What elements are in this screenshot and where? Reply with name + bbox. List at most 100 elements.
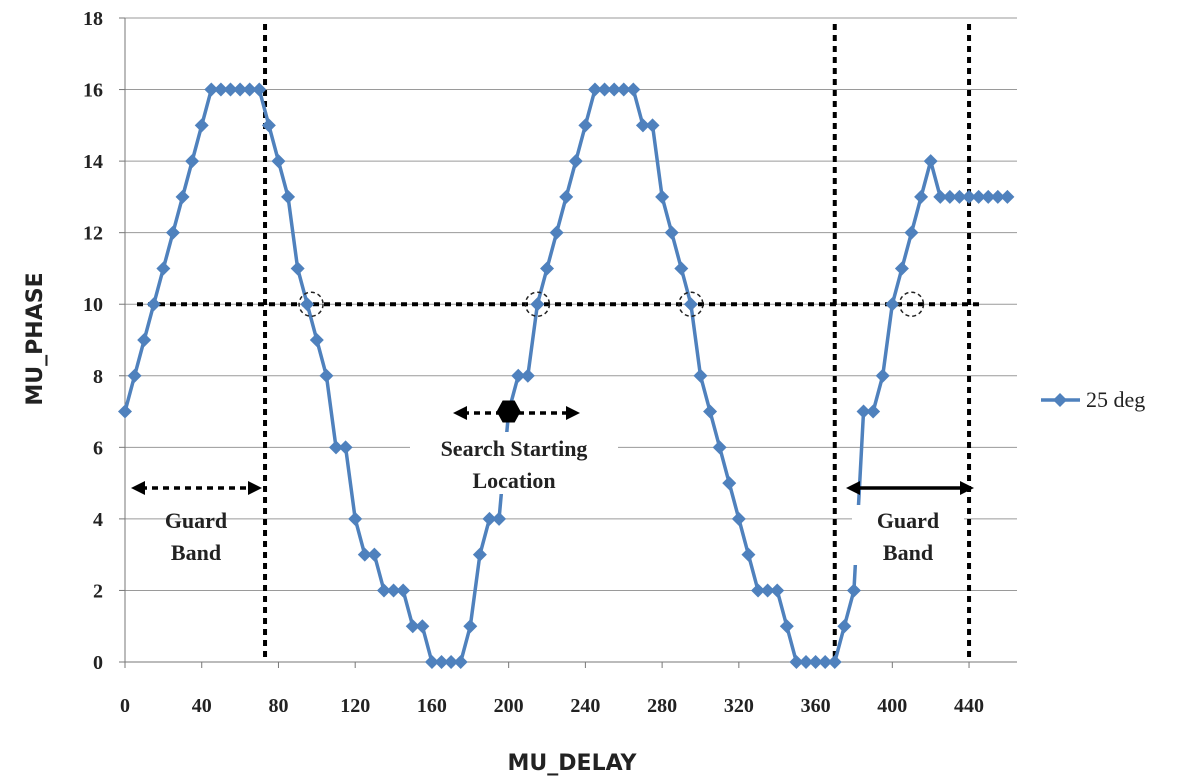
data-point <box>137 333 152 347</box>
data-point <box>118 404 132 419</box>
data-point <box>952 189 967 204</box>
data-point <box>252 82 267 97</box>
legend-marker <box>1053 393 1067 407</box>
label-background <box>852 505 964 565</box>
data-point <box>453 655 468 669</box>
data-point <box>146 297 161 312</box>
data-point <box>530 297 545 312</box>
series-layer <box>118 82 1015 669</box>
data-point <box>942 189 957 204</box>
crossing-marker <box>678 291 704 317</box>
guard-band-right-arrow <box>846 481 974 495</box>
data-point <box>683 297 698 312</box>
data-point <box>242 82 257 97</box>
data-point <box>271 154 286 169</box>
annotation-line: Search Starting <box>441 436 588 461</box>
y-tick-label: 16 <box>83 80 103 102</box>
arrow-head-left <box>131 481 145 495</box>
annotation-line: Band <box>171 540 221 565</box>
data-point <box>472 547 487 562</box>
data-point <box>818 655 833 669</box>
data-point <box>405 619 420 634</box>
data-point <box>165 225 180 240</box>
data-point <box>645 118 660 133</box>
data-point <box>971 189 986 204</box>
x-tick-label: 80 <box>268 695 288 717</box>
data-point <box>386 583 401 598</box>
annotation-line: Guard <box>877 508 939 533</box>
data-point <box>607 82 622 97</box>
guard-band-left-arrow <box>131 481 262 495</box>
data-point <box>674 261 689 276</box>
data-point <box>703 404 718 419</box>
data-point <box>798 655 813 669</box>
x-tick-label: 160 <box>417 695 447 717</box>
arrow-head-right <box>248 481 262 495</box>
y-tick-label: 0 <box>93 652 103 674</box>
data-point <box>731 511 746 526</box>
annotation-line: Band <box>883 540 933 565</box>
data-point <box>376 583 391 598</box>
legend-label: 25 deg <box>1086 387 1145 412</box>
crossing-marker <box>898 291 925 317</box>
arrow-head-left <box>846 481 860 495</box>
data-point <box>1000 189 1015 204</box>
data-point <box>712 440 727 455</box>
data-point <box>808 655 823 669</box>
data-point <box>587 82 602 97</box>
data-point <box>415 619 430 634</box>
data-point <box>185 154 200 169</box>
data-point <box>194 118 209 133</box>
search-start-label: Search Starting Location <box>410 432 618 494</box>
data-point <box>760 583 775 598</box>
data-point <box>981 189 996 204</box>
data-point <box>204 82 219 97</box>
data-point <box>540 261 555 276</box>
data-point <box>396 583 411 598</box>
data-point <box>751 583 766 598</box>
data-point <box>894 261 909 276</box>
data-point <box>741 547 756 562</box>
data-point <box>482 511 497 526</box>
data-point <box>444 655 459 669</box>
x-tick-label: 40 <box>192 695 212 717</box>
x-tick-label: 400 <box>877 695 907 717</box>
data-point <box>626 82 641 97</box>
data-point <box>281 189 296 204</box>
legend: 25 deg <box>1041 387 1145 412</box>
x-tick-label: 360 <box>801 695 831 717</box>
annotations: Guard Band Search Starting Location Guard Ban… <box>131 291 974 565</box>
data-point <box>779 619 794 634</box>
arrow-head-right <box>566 406 580 420</box>
data-point <box>559 189 574 204</box>
data-point <box>329 440 344 455</box>
arrow-head-right <box>960 481 974 495</box>
data-point <box>722 476 737 491</box>
data-point <box>367 547 382 562</box>
y-tick-label: 12 <box>83 223 103 245</box>
data-point <box>837 619 852 634</box>
data-point <box>233 82 248 97</box>
annotation-line: Location <box>472 468 555 493</box>
data-point <box>616 82 631 97</box>
data-point <box>990 189 1005 204</box>
data-point <box>693 368 708 383</box>
y-tick-label: 14 <box>83 151 103 173</box>
data-point <box>319 368 334 383</box>
data-point <box>597 82 612 97</box>
data-point <box>827 655 842 669</box>
y-tick-label: 4 <box>93 509 103 531</box>
x-tick-label: 440 <box>954 695 984 717</box>
x-axis-title: MU_DELAY <box>508 751 638 776</box>
search-range-arrow <box>453 406 580 420</box>
data-point <box>933 189 948 204</box>
x-tick-label: 320 <box>724 695 754 717</box>
annotation-line: Guard <box>165 508 227 533</box>
data-point <box>549 225 564 240</box>
guard-band-left-label: Guard Band <box>165 508 227 565</box>
x-tick-label: 120 <box>340 695 370 717</box>
arrow-head-left <box>453 406 467 420</box>
grid-layer <box>125 17 1017 663</box>
data-point <box>511 368 526 383</box>
